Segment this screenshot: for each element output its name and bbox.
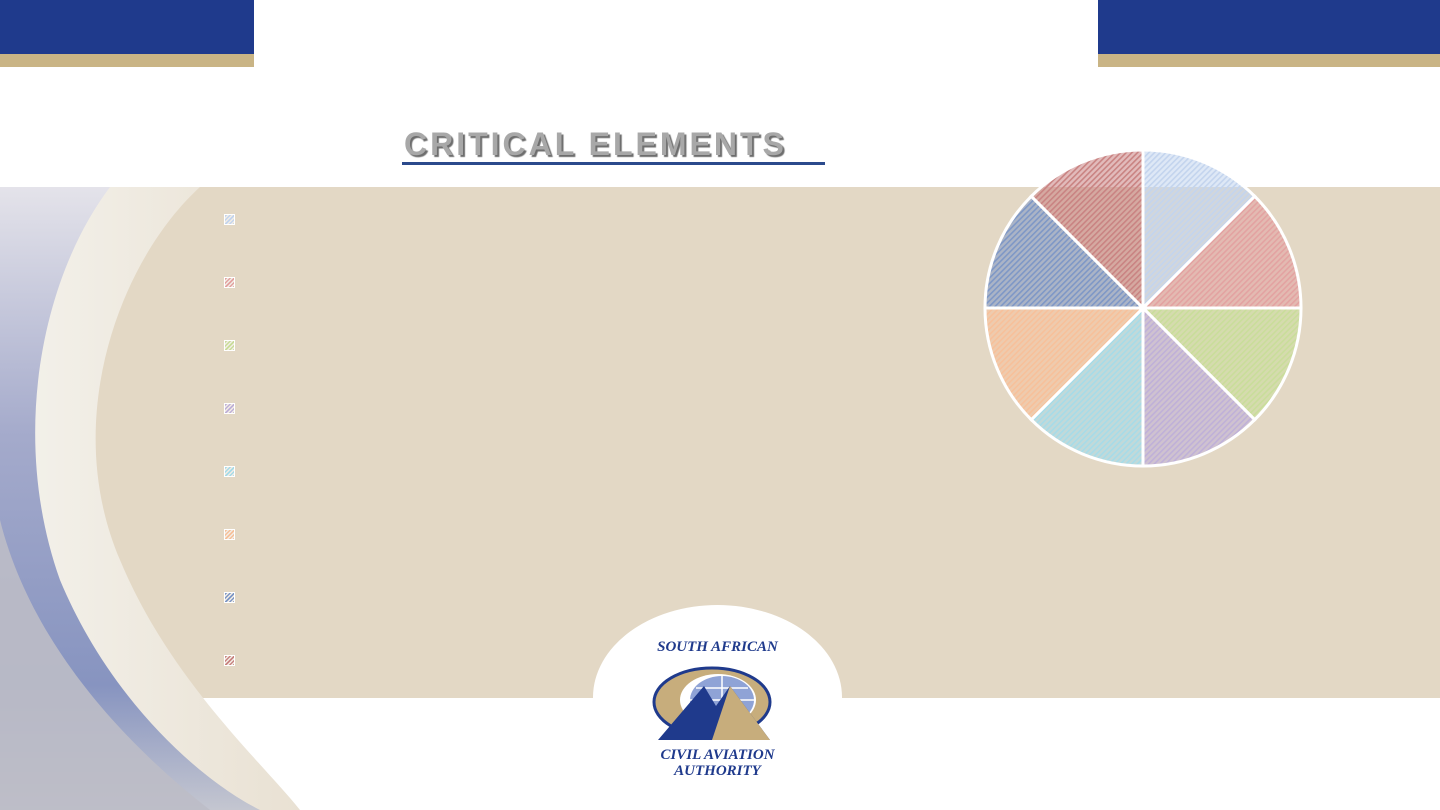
pie-slice <box>983 306 1147 422</box>
pie-slice <box>1141 148 1257 312</box>
logo-text-top: SOUTH AFRICAN <box>657 639 778 655</box>
legend-swatch <box>224 466 235 477</box>
legend-swatch <box>224 403 235 414</box>
header-stripe-right <box>1098 54 1440 67</box>
header-stripe-left <box>0 54 254 67</box>
legend-swatch <box>224 214 235 225</box>
globe-mountain-emblem <box>652 666 772 740</box>
pie-slice <box>1141 304 1257 468</box>
legend-swatch <box>224 340 235 351</box>
title-underline <box>402 162 825 165</box>
pie-slice <box>1139 306 1303 422</box>
pie-slice <box>1029 304 1145 468</box>
slide-title: CRITICAL ELEMENTS <box>404 126 787 162</box>
legend-swatch <box>224 592 235 603</box>
legend-swatch <box>224 529 235 540</box>
pie-slice <box>1029 148 1145 312</box>
pie-slice <box>983 194 1147 310</box>
chart-legend <box>224 214 244 674</box>
header-bar-left <box>0 0 254 54</box>
pie-chart <box>983 148 1303 468</box>
pie-slice <box>1139 194 1303 310</box>
legend-swatch <box>224 655 235 666</box>
logo-text-line2: CIVIL AVIATION <box>660 747 775 763</box>
legend-swatch <box>224 277 235 288</box>
header-bar-right <box>1098 0 1440 54</box>
logo-text-line3: AUTHORITY <box>674 763 761 779</box>
